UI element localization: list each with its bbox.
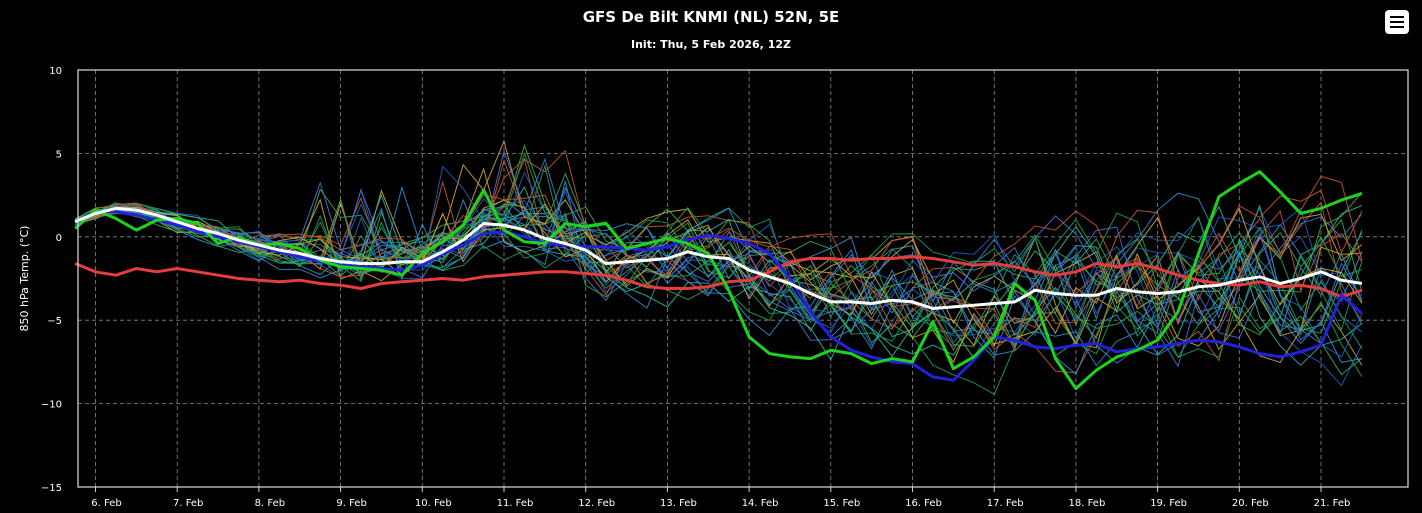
x-tick-label: 11. Feb [497, 498, 534, 509]
ensemble-member-line [74, 199, 1363, 347]
x-tick-label: 7. Feb [173, 498, 203, 509]
x-tick-label: 21. Feb [1314, 498, 1351, 509]
y-axis-label: 850 hPa Temp. (°C) [18, 226, 31, 332]
x-tick-label: 18. Feb [1069, 498, 1106, 509]
x-tick-label: 14. Feb [742, 498, 779, 509]
ensemble-member-line [74, 158, 1363, 374]
ensemble-member-line [74, 149, 1363, 352]
axes: 10 5 0 −5 −10 −15 6. Feb 7. Feb 8. Feb 9. Feb 10. … [18, 66, 1409, 509]
ensemble-member-line [74, 172, 1363, 348]
x-tick-label: 17. Feb [987, 498, 1024, 509]
y-tick-label: 10 [49, 66, 62, 77]
ensemble-member-line [74, 189, 1363, 337]
y-tick-label: 0 [56, 233, 62, 244]
ensemble-members [74, 139, 1363, 396]
x-tick-label: 8. Feb [255, 498, 285, 509]
climate-line [74, 255, 1363, 299]
y-tick-label: −10 [41, 400, 62, 411]
operational-line [74, 170, 1363, 391]
ensemble-mean-line [74, 206, 1363, 310]
x-tick-label: 16. Feb [905, 498, 942, 509]
hamburger-menu-icon[interactable] [1385, 10, 1409, 34]
chart-title: GFS De Bilt KNMI (NL) 52N, 5E [582, 8, 840, 26]
ensemble-member-line [74, 143, 1363, 360]
x-tick-label: 20. Feb [1232, 498, 1269, 509]
plot-frame [77, 69, 1409, 488]
x-tick-label: 9. Feb [336, 498, 366, 509]
x-tick-label: 13. Feb [660, 498, 697, 509]
x-tick-label: 19. Feb [1150, 498, 1187, 509]
y-tick-label: 5 [56, 149, 62, 160]
ensemble-member-line [74, 164, 1363, 358]
main-series [74, 170, 1363, 391]
x-tick-label: 10. Feb [415, 498, 452, 509]
ensemble-member-line [75, 185, 1363, 364]
control-line [74, 210, 1363, 382]
x-tick-label: 15. Feb [823, 498, 860, 509]
y-tick-label: −5 [47, 316, 62, 327]
x-tick-label: 12. Feb [578, 498, 615, 509]
chart-subtitle: Init: Thu, 5 Feb 2026, 12Z [631, 38, 791, 51]
ensemble-member-line [74, 186, 1363, 376]
y-tick-label: −15 [41, 483, 62, 494]
x-tick-label: 6. Feb [91, 498, 121, 509]
